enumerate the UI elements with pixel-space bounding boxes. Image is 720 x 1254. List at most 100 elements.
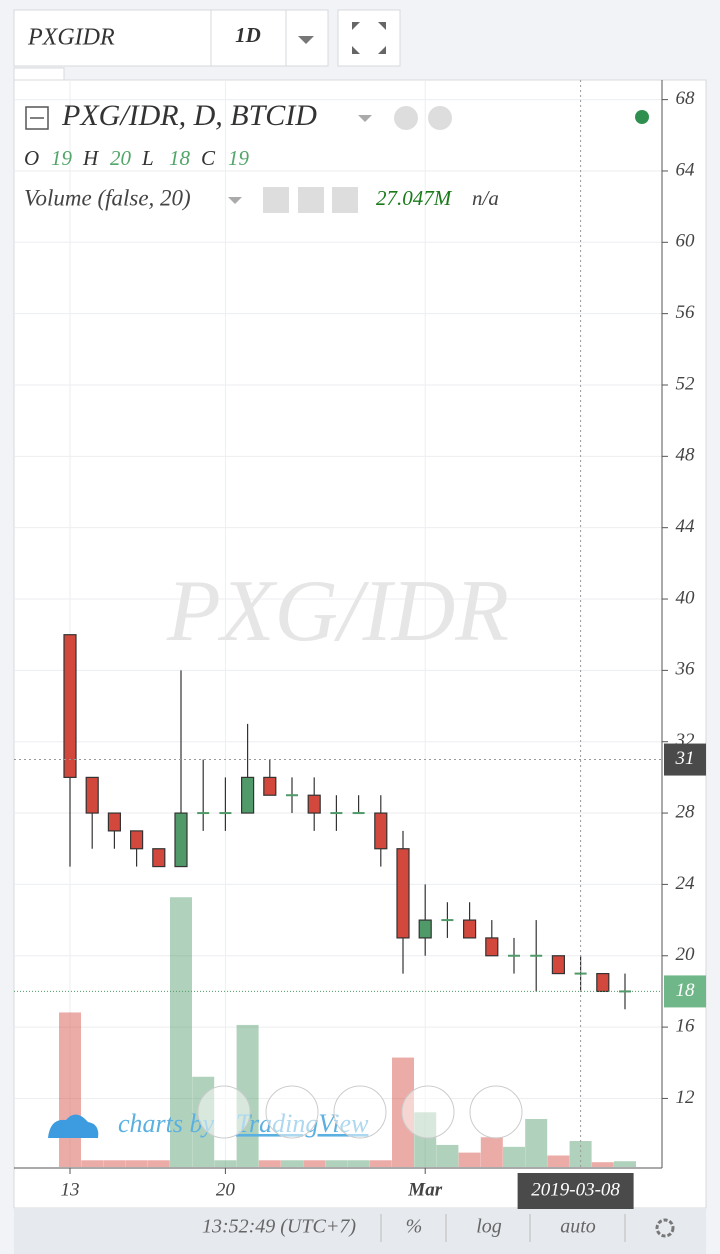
crosshair-date-box [517, 1173, 634, 1209]
legend-title: PXG/IDR, D, BTCID [61, 99, 317, 132]
close-icon[interactable] [332, 187, 358, 213]
log-button[interactable]: log [476, 1216, 502, 1238]
y-tick-label: 60 [676, 231, 696, 252]
y-tick-label: 28 [676, 801, 696, 822]
volume-bar [103, 1160, 126, 1167]
ohlc-value: 20 [110, 146, 132, 170]
legend-arrow[interactable] [358, 115, 372, 122]
volume-bar [281, 1160, 303, 1167]
volume-bar [480, 1137, 503, 1167]
volume-bar [436, 1144, 459, 1167]
volume-bar [547, 1155, 570, 1167]
y-tick-label: 36 [675, 659, 696, 680]
nav-button[interactable] [333, 1085, 387, 1139]
y-tick-label: 68 [676, 88, 696, 109]
volume-bar [81, 1160, 104, 1167]
volume-bar [458, 1152, 481, 1167]
dropdown-arrow[interactable] [298, 36, 314, 44]
volume-bar [503, 1146, 525, 1167]
candle-body [63, 634, 77, 778]
y-tick-label: 40 [676, 587, 696, 608]
x-tick-label: 20 [216, 1179, 236, 1200]
symbol[interactable]: PXGIDR [27, 25, 115, 51]
volume-extra: n/a [472, 186, 499, 210]
x-tick-label: Mar [407, 1179, 442, 1200]
candle-body [241, 776, 255, 814]
volume-bar [347, 1160, 370, 1167]
candle-body [107, 812, 122, 832]
ohlc-value: 19 [51, 146, 73, 170]
nav-button[interactable] [197, 1085, 251, 1139]
crosshair-price: 31 [675, 748, 695, 769]
chart-panel [13, 79, 707, 1209]
candle-body [174, 812, 188, 868]
gear-icon[interactable] [428, 106, 452, 130]
y-tick-label: 16 [676, 1015, 696, 1036]
last-price-box [664, 975, 706, 1008]
toolbar [14, 1208, 706, 1254]
volume-bar [591, 1162, 614, 1167]
candle-body [596, 972, 610, 993]
nav-button[interactable] [469, 1085, 523, 1139]
volume-bar [59, 1012, 81, 1167]
crosshair-price-box [664, 743, 706, 776]
fullscreen-button[interactable] [337, 9, 401, 67]
volume-bar [170, 897, 192, 1167]
candle-body [551, 955, 566, 975]
collapse-icon[interactable] [25, 106, 49, 130]
volume-bar [569, 1141, 592, 1167]
candle-body [463, 919, 477, 939]
volume-bar [303, 1160, 326, 1167]
candle-body [485, 937, 499, 957]
ohlc-letter: O [24, 146, 39, 170]
nav-button[interactable] [265, 1085, 319, 1139]
percent-button[interactable]: % [406, 1216, 423, 1238]
candle-body [263, 776, 277, 796]
volume-bar [214, 1160, 237, 1167]
last-price: 18 [676, 980, 696, 1001]
y-tick-label: 52 [676, 373, 696, 394]
ohlc-letter: H [82, 146, 100, 170]
y-tick-label: 44 [676, 516, 696, 537]
volume-value: 27.047M [376, 186, 453, 210]
settings-button[interactable] [655, 1218, 675, 1238]
candle-body [307, 794, 321, 814]
candle-body [418, 919, 432, 939]
y-tick-label: 24 [676, 873, 696, 894]
ohlc-letter: C [201, 146, 216, 170]
x-tick-label: 13 [61, 1179, 80, 1200]
y-tick-label: 12 [676, 1087, 696, 1108]
ohlc-value: 18 [169, 146, 191, 170]
candle-body [130, 830, 144, 850]
nav-button[interactable] [401, 1085, 455, 1139]
symbol-box[interactable] [13, 9, 329, 67]
status-dot [635, 110, 649, 124]
eye-icon[interactable] [263, 187, 289, 213]
auto-button[interactable]: auto [560, 1216, 596, 1238]
candle-body [374, 812, 388, 850]
fullscreen-icon [352, 22, 386, 54]
y-tick-label: 64 [676, 159, 696, 180]
eye-icon[interactable] [394, 106, 418, 130]
ohlc-value: 19 [228, 146, 250, 170]
gear-icon[interactable] [298, 187, 324, 213]
volume-bar [258, 1160, 281, 1167]
volume-legend: Volume (false, 20) [24, 185, 191, 210]
candle-body [152, 848, 166, 868]
legend-arrow[interactable] [228, 197, 242, 204]
volume-bar [236, 1024, 259, 1167]
y-tick-label: 48 [676, 445, 696, 466]
tv-logo [48, 1114, 99, 1138]
volume-bar [525, 1119, 548, 1167]
y-tick-label: 20 [676, 944, 696, 965]
volume-bar [147, 1160, 170, 1167]
interval[interactable]: 1D [235, 23, 261, 47]
clock: 13:52:49 (UTC+7) [202, 1216, 356, 1238]
volume-bar [325, 1160, 348, 1167]
ohlc-letter: L [141, 146, 154, 170]
y-tick-label: 56 [676, 302, 696, 323]
collapse-tab[interactable] [13, 67, 65, 81]
candle-body [396, 848, 410, 939]
candle-body [85, 776, 99, 814]
